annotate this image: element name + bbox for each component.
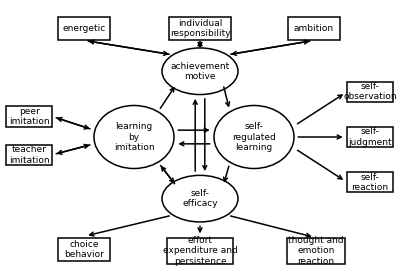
FancyBboxPatch shape	[169, 17, 231, 40]
Text: teacher
imitation: teacher imitation	[9, 145, 50, 164]
Text: ambition: ambition	[294, 24, 334, 33]
Text: effort
expenditure and
persistence: effort expenditure and persistence	[163, 236, 237, 266]
Text: self-
reaction: self- reaction	[352, 173, 388, 192]
Text: achievement
motive: achievement motive	[170, 62, 230, 81]
Text: choice
behavior: choice behavior	[64, 240, 104, 259]
FancyBboxPatch shape	[167, 238, 233, 264]
Text: self-
efficacy: self- efficacy	[182, 189, 218, 208]
Text: peer
imitation: peer imitation	[9, 107, 50, 126]
FancyBboxPatch shape	[347, 127, 393, 147]
Text: energetic: energetic	[62, 24, 106, 33]
Text: individual
responsibility: individual responsibility	[170, 19, 230, 38]
FancyBboxPatch shape	[288, 17, 340, 40]
FancyBboxPatch shape	[287, 238, 345, 264]
Text: self-
regulated
learning: self- regulated learning	[232, 122, 276, 152]
FancyBboxPatch shape	[347, 82, 393, 102]
Text: thought and
emotion
reaction: thought and emotion reaction	[288, 236, 344, 266]
FancyBboxPatch shape	[58, 17, 110, 40]
FancyBboxPatch shape	[58, 238, 110, 261]
FancyBboxPatch shape	[6, 106, 52, 127]
Text: self-
judgment: self- judgment	[348, 127, 392, 147]
Text: self-
observation: self- observation	[343, 82, 397, 101]
FancyBboxPatch shape	[6, 145, 52, 165]
FancyBboxPatch shape	[347, 172, 393, 192]
Text: learning
by
imitation: learning by imitation	[114, 122, 154, 152]
